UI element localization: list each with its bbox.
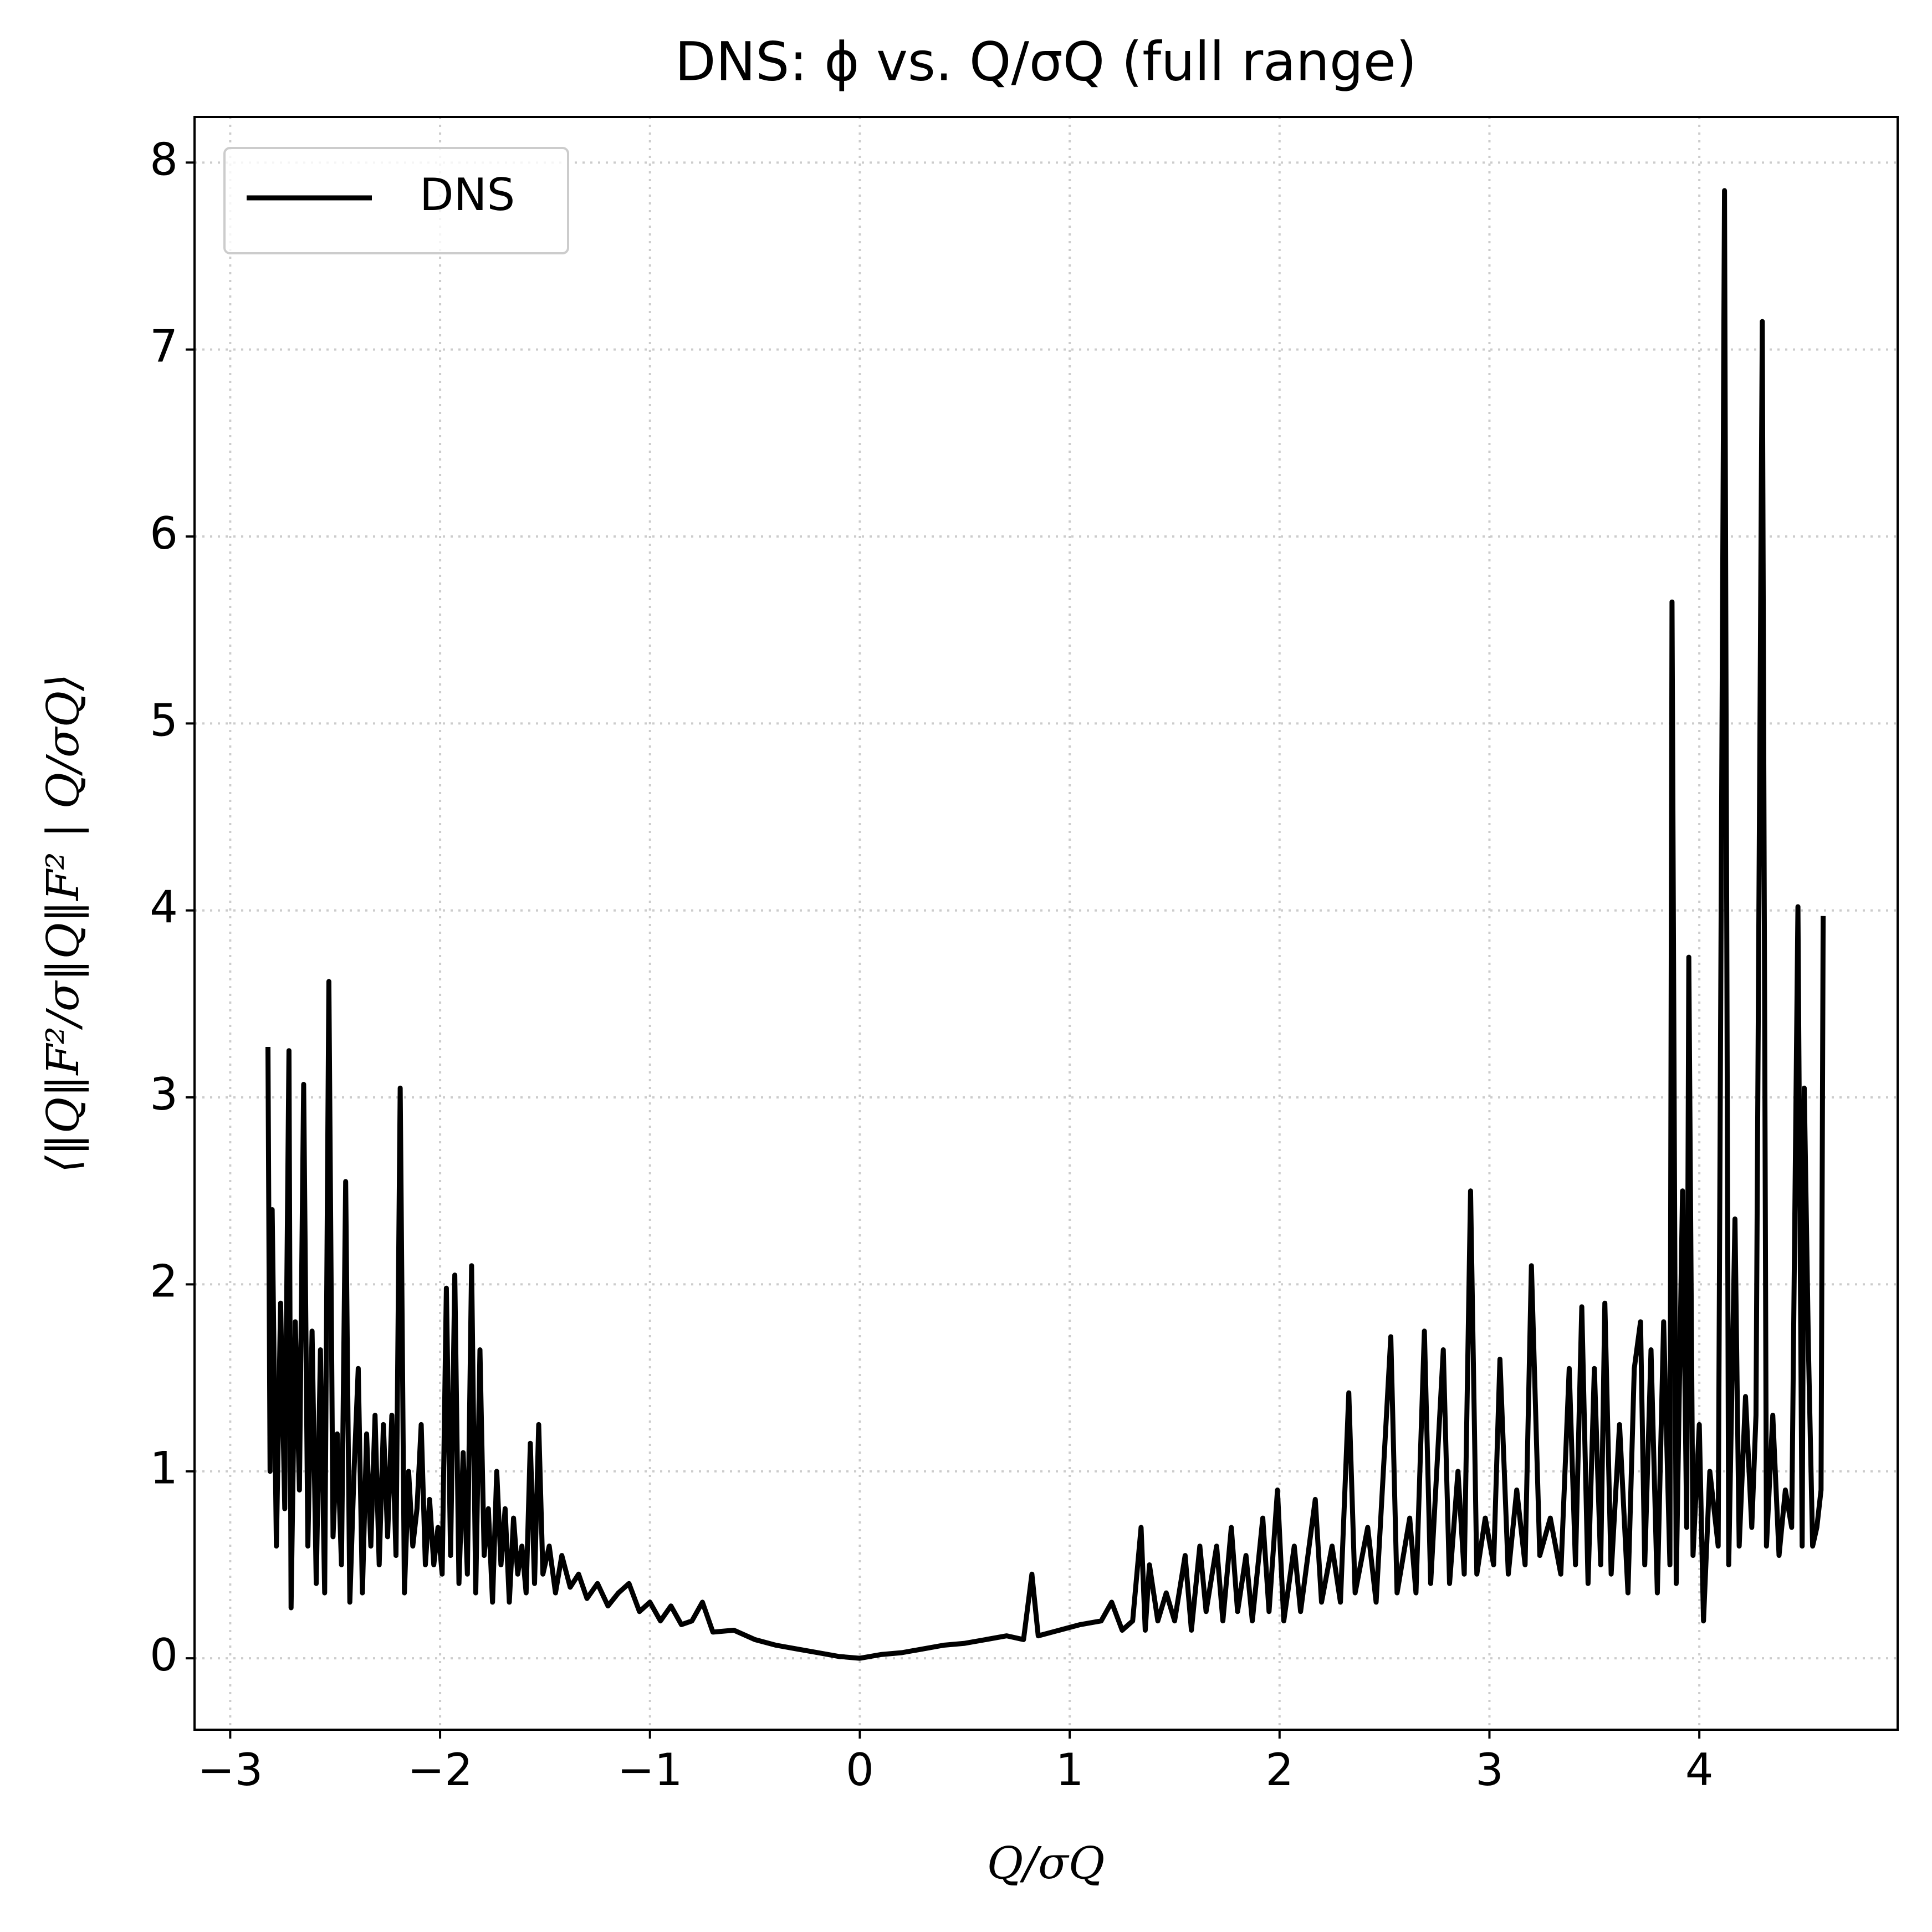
x-tick-label: −3 (197, 1744, 263, 1796)
y-tick-label: 7 (150, 321, 178, 372)
legend-box (223, 147, 569, 254)
y-tick-label: 5 (150, 694, 178, 746)
y-tick-label: 2 (150, 1255, 178, 1307)
y-tick-label: 1 (150, 1443, 178, 1494)
legend-label: DNS (420, 169, 515, 221)
y-axis-label: ⟨‖Q‖F²/σ‖Q‖F² | Q/σQ⟩ (37, 674, 89, 1173)
x-tick-label: 2 (1265, 1744, 1294, 1796)
x-tick-label: 1 (1056, 1744, 1084, 1796)
x-tick-label: 4 (1685, 1744, 1714, 1796)
x-tick-label: −1 (617, 1744, 683, 1796)
x-tick-label: −2 (407, 1744, 473, 1796)
y-tick-label: 3 (150, 1069, 178, 1120)
y-tick-label: 4 (150, 882, 178, 933)
y-tick-label: 0 (150, 1629, 178, 1681)
y-tick-label: 8 (150, 134, 178, 185)
x-tick-label: 0 (846, 1744, 874, 1796)
plot-frame (193, 116, 1899, 1731)
x-tick-label: 3 (1475, 1744, 1504, 1796)
y-tick-label: 6 (150, 508, 178, 559)
chart-title: DNS: ϕ vs. Q/σQ (full range) (675, 30, 1417, 93)
data-line (265, 188, 1826, 1661)
x-axis-label: Q/σQ (987, 1837, 1105, 1889)
